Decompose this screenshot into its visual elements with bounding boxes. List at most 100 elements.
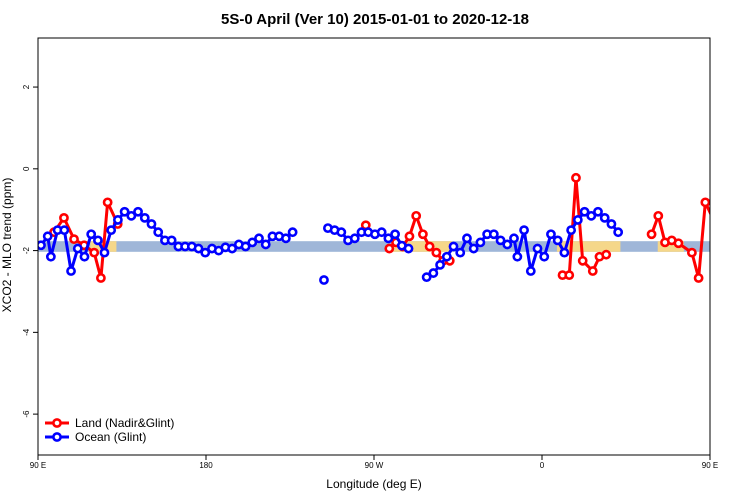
data-point [587,266,598,276]
x-tick-label: 90 E [30,461,46,470]
data-point [462,233,472,244]
data-point [552,235,563,246]
legend-marker [52,418,62,428]
data-point [66,266,76,276]
data-point [390,229,400,240]
land-band-2 [392,241,453,252]
data-point [646,229,657,240]
data-point [653,210,664,221]
data-point [572,215,583,225]
data-point [586,210,597,221]
data-point [686,247,697,258]
x-tick-label: 180 [199,461,213,470]
data-point [146,219,157,229]
x-axis: 90 E 180 90 W 0 90 E [30,455,718,470]
legend-label: Ocean (Glint) [75,430,146,444]
data-point [546,229,556,240]
land-band-3 [556,241,621,252]
data-point [319,275,329,285]
y-axis-label: XCO2 - MLO trend (ppm) [0,178,14,313]
data-point [593,206,603,217]
data-point [93,235,103,246]
data-point [45,251,56,262]
data-point [240,241,251,252]
data-point [99,247,110,258]
data-point [384,243,395,254]
x-tick-label: 90 W [365,461,384,470]
data-point [193,243,204,254]
data-point [403,243,414,254]
data-point [532,243,543,254]
data-point [260,239,271,250]
data-point [579,206,590,217]
data-point [502,239,513,250]
data-point [601,249,612,260]
data-point [571,172,581,183]
bands-layer [38,241,710,252]
data-point [673,238,684,249]
data-point [577,255,588,266]
data-point [72,243,83,254]
x-axis-label: Longitude (deg E) [326,477,421,491]
data-point [404,231,415,242]
data-point [613,227,624,238]
data-point [383,233,394,244]
data-point [254,233,264,244]
data-point [139,212,150,223]
data-point [700,197,710,208]
chart-title: 5S-0 April (Ver 10) 2015-01-01 to 2020-1… [221,11,529,28]
data-point [512,251,523,262]
data-point [559,247,570,258]
x-tick-label: 0 [540,461,545,470]
legend-marker [52,432,62,442]
series-layer [38,172,719,285]
series-ocean [38,206,624,285]
data-point [509,233,519,244]
data-point [336,227,347,238]
data-point [564,270,575,281]
data-point [200,247,211,258]
data-point [424,241,435,252]
legend: Land (Nadir&Glint)Ocean (Glint) [45,416,174,444]
data-point [435,259,445,270]
data-point [411,210,422,221]
y-tick-label: 0 [22,166,31,171]
data-point [376,227,387,238]
data-point [38,240,46,251]
data-point [96,273,106,283]
data-point [495,235,506,246]
data-point [566,225,577,236]
data-point [418,229,428,240]
data-point [455,247,466,258]
data-point [280,233,291,244]
data-point [79,251,90,262]
data-point [153,227,164,238]
data-point [247,237,258,248]
data-point [421,272,432,283]
legend-label: Land (Nadir&Glint) [75,416,174,430]
data-point [431,247,442,258]
data-point [441,251,452,262]
data-point [102,197,113,208]
data-point [59,212,69,223]
data-point [126,210,137,221]
data-point [599,212,610,223]
data-point [468,243,479,254]
data-point [539,251,550,262]
data-point [519,225,529,236]
data-point [349,233,360,244]
y-tick-label: 2 [22,84,31,89]
data-point [475,237,486,248]
data-point [133,206,143,217]
y-tick-label: -4 [22,328,31,336]
ocean-band [38,241,710,252]
data-point [428,268,439,278]
data-point [227,243,238,254]
data-point [119,206,130,217]
y-axis: -6 -4 -2 0 2 [22,84,38,418]
data-point [106,225,117,236]
data-point [287,227,298,238]
data-point [712,220,719,227]
data-point [86,229,97,240]
